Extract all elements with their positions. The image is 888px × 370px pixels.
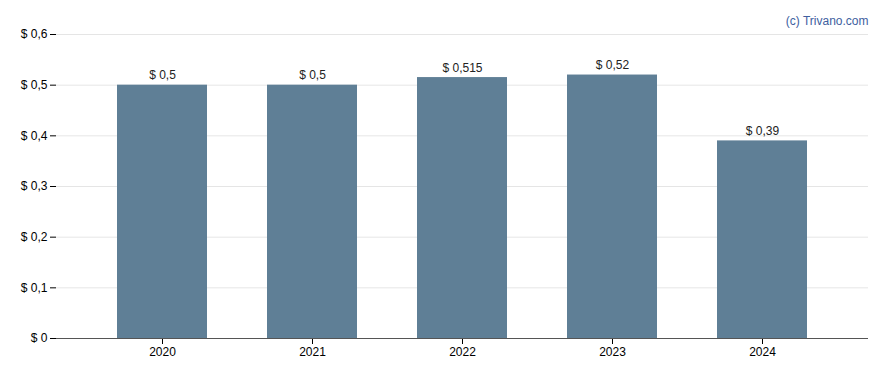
svg-text:$ 0,5: $ 0,5 xyxy=(21,78,48,92)
svg-text:$ 0,3: $ 0,3 xyxy=(21,179,48,193)
svg-text:2024: 2024 xyxy=(749,345,776,359)
svg-text:$ 0,5: $ 0,5 xyxy=(299,68,326,82)
svg-text:$ 0,515: $ 0,515 xyxy=(442,61,482,75)
svg-text:$ 0,4: $ 0,4 xyxy=(21,129,48,143)
svg-text:$ 0,5: $ 0,5 xyxy=(149,68,176,82)
svg-text:2020: 2020 xyxy=(149,345,176,359)
svg-text:$ 0,1: $ 0,1 xyxy=(21,281,48,295)
svg-text:$ 0,6: $ 0,6 xyxy=(21,27,48,41)
svg-text:$ 0,52: $ 0,52 xyxy=(596,58,630,72)
svg-text:$ 0: $ 0 xyxy=(31,331,48,345)
svg-text:$ 0,39: $ 0,39 xyxy=(746,124,780,138)
svg-text:$ 0,2: $ 0,2 xyxy=(21,230,48,244)
svg-text:2021: 2021 xyxy=(299,345,326,359)
svg-text:2022: 2022 xyxy=(449,345,476,359)
svg-text:2023: 2023 xyxy=(599,345,626,359)
svg-text:(c) Trivano.com: (c) Trivano.com xyxy=(786,14,869,28)
